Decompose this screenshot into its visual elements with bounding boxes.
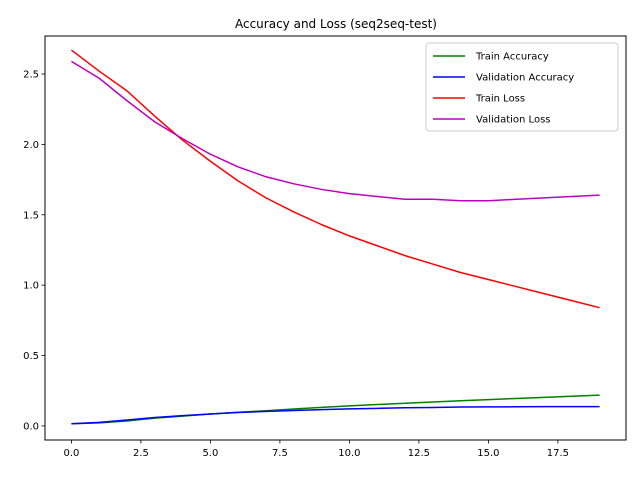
legend: Train Accuracy Validation Accuracy Train L… — [425, 42, 619, 132]
x-tick-label: 0.0 — [63, 448, 79, 459]
x-tick-label: 2.5 — [133, 448, 149, 459]
series-line-train-loss — [70, 49, 600, 309]
x-tick-label: 15.0 — [477, 448, 499, 459]
y-tick-label: 2.5 — [23, 70, 39, 81]
legend-label-validation-accuracy: Validation Accuracy — [476, 73, 574, 84]
y-tick-label: 1.0 — [23, 281, 39, 292]
x-tick-label: 17.5 — [547, 448, 569, 459]
y-tick-label: 0.5 — [23, 351, 39, 362]
legend-label-train-loss: Train Loss — [475, 94, 525, 105]
series-line-validation-accuracy — [71, 405, 600, 425]
x-axis: 0.0 2.5 5.0 7.5 10.0 12.5 15.0 17.5 — [63, 440, 569, 459]
x-tick-label: 7.5 — [272, 448, 288, 459]
legend-label-train-accuracy: Train Accuracy — [475, 52, 549, 63]
legend-box — [425, 42, 619, 132]
y-tick-label: 2.0 — [23, 140, 39, 151]
y-tick-label: 1.5 — [23, 210, 39, 221]
y-axis: 0.0 0.5 1.0 1.5 2.0 2.5 — [23, 70, 45, 432]
plot-frame — [44, 35, 627, 441]
series-line-validation-loss — [71, 60, 600, 202]
chart-title: Accuracy and Loss (seq2seq-test) — [235, 17, 437, 31]
y-tick-label: 0.0 — [23, 421, 39, 432]
x-tick-label: 10.0 — [338, 448, 360, 459]
series-layer — [70, 49, 600, 425]
x-tick-label: 5.0 — [202, 448, 218, 459]
x-tick-label: 12.5 — [408, 448, 430, 459]
legend-label-validation-loss: Validation Loss — [476, 115, 551, 126]
